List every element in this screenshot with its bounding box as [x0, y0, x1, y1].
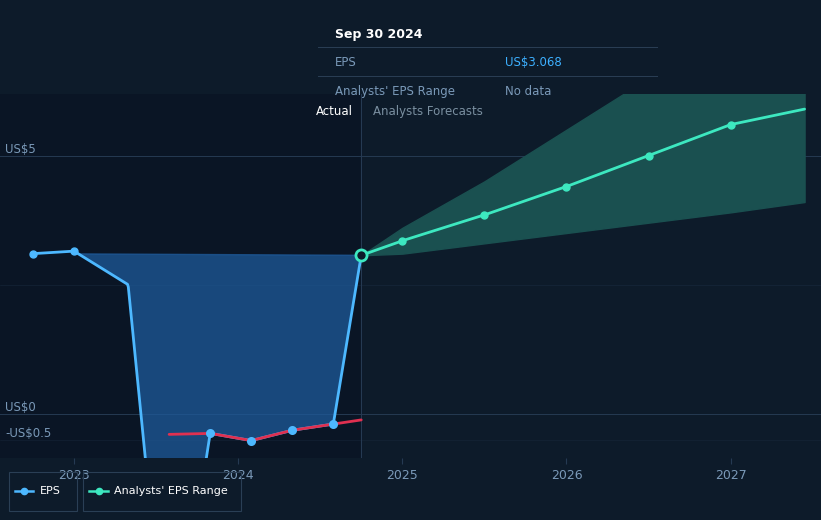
Text: Analysts Forecasts: Analysts Forecasts — [373, 105, 483, 118]
Text: -US$0.5: -US$0.5 — [5, 426, 51, 439]
Bar — [0, 94, 361, 458]
Text: No data: No data — [505, 85, 552, 98]
Text: US$3.068: US$3.068 — [505, 56, 562, 69]
Text: EPS: EPS — [335, 56, 357, 69]
Text: US$5: US$5 — [5, 142, 35, 155]
Text: Analysts' EPS Range: Analysts' EPS Range — [335, 85, 455, 98]
Text: US$0: US$0 — [5, 401, 35, 414]
Text: Sep 30 2024: Sep 30 2024 — [335, 28, 423, 41]
Text: Analysts' EPS Range: Analysts' EPS Range — [114, 486, 228, 497]
Text: EPS: EPS — [40, 486, 61, 497]
Text: Actual: Actual — [316, 105, 353, 118]
